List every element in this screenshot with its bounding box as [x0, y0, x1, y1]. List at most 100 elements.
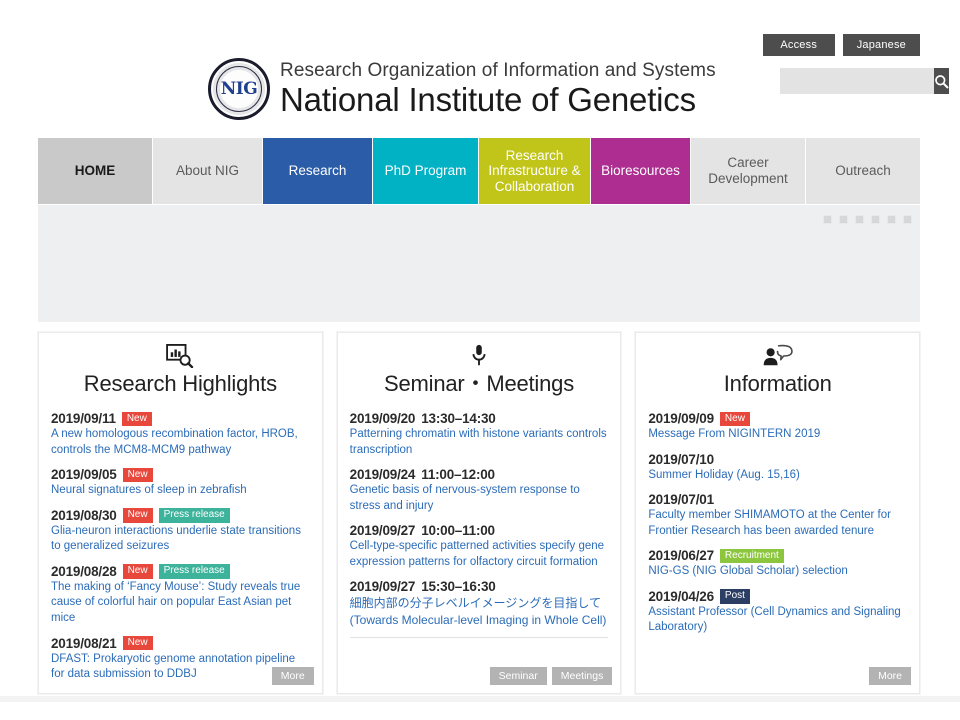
- nav-phd-program[interactable]: PhD Program: [373, 138, 479, 204]
- entry-list: 2019/09/09 New Message From NIGINTERN 2019…: [648, 411, 907, 693]
- search-box[interactable]: [780, 68, 949, 94]
- entry-title-link[interactable]: Summer Holiday (Aug. 15,16): [648, 468, 800, 481]
- nav-item-label: Bioresources: [601, 163, 680, 179]
- main-navigation: HOME About NIG Research PhD Program Research…: [38, 138, 920, 204]
- entry-title-link[interactable]: 細胞内部の分子レベルイメージングを目指して (Towards Molecular…: [349, 596, 607, 627]
- brand-block[interactable]: NIG Research Organization of Information…: [208, 58, 716, 120]
- entry-title-link[interactable]: Patterning chromatin with histone varian…: [349, 428, 607, 456]
- nav-item-label: Research Infrastructure & Collaboration: [488, 147, 581, 194]
- status-badge: Recruitment: [719, 548, 784, 564]
- slider-indicators: [823, 215, 912, 224]
- entry-title-link[interactable]: Neural signatures of sleep in zebrafish: [51, 484, 247, 497]
- entry-title-link[interactable]: NIG-GS (NIG Global Scholar) selection: [648, 565, 848, 578]
- card-footer: Seminar Meetings: [489, 667, 613, 685]
- card-footer: More: [271, 667, 314, 685]
- more-button-information[interactable]: More: [869, 667, 912, 685]
- status-badge: New: [122, 508, 153, 523]
- entry-title-link[interactable]: DFAST: Prokaryotic genome annotation pip…: [51, 652, 296, 681]
- list-item[interactable]: 2019/08/21 New DFAST: Prokaryotic genome a…: [51, 636, 310, 683]
- brand-text: Research Organization of Information and…: [280, 60, 716, 117]
- list-item[interactable]: 2019/09/05 New Neural signatures of sleep …: [51, 467, 310, 499]
- nav-item-label: Research: [288, 163, 347, 179]
- search-input[interactable]: [780, 68, 934, 94]
- card-seminar-meetings: Seminar・Meetings 2019/09/20 13:30–14:30 Pat…: [336, 332, 622, 694]
- slider-dot-3[interactable]: [855, 215, 864, 224]
- list-item[interactable]: 2019/09/20 13:30–14:30 Patterning chromati…: [350, 411, 609, 458]
- entry-title-link[interactable]: A new homologous recombination factor, H…: [51, 428, 298, 456]
- list-item[interactable]: 2019/09/24 11:00–12:00 Genetic basis of ne…: [350, 467, 609, 514]
- list-item[interactable]: 2019/08/28 New Press release The making of …: [51, 564, 310, 627]
- slider-dot-6[interactable]: [903, 215, 912, 224]
- entry-meta: 2019/09/27 10:00–11:00: [350, 523, 609, 538]
- status-badge: Press release: [158, 508, 230, 523]
- entry-time: 13:30–14:30: [421, 411, 496, 427]
- slider-dot-5[interactable]: [887, 215, 896, 224]
- entry-date: 2019/09/09: [648, 411, 714, 427]
- entry-meta: 2019/07/01: [648, 492, 907, 507]
- entry-title-link[interactable]: Assistant Professor (Cell Dynamics and S…: [648, 605, 901, 634]
- nav-career-development[interactable]: Career Development: [691, 138, 806, 204]
- entry-list: 2019/09/11 New A new homologous recombinat…: [51, 411, 310, 693]
- nav-item-label: PhD Program: [384, 163, 467, 179]
- entry-date: 2019/09/24: [349, 467, 416, 483]
- entry-meta: 2019/09/20 13:30–14:30: [350, 411, 609, 426]
- entry-title-link[interactable]: Cell-type-specific patterned activities …: [349, 540, 605, 568]
- list-item[interactable]: 2019/09/11 New A new homologous recombinat…: [51, 411, 310, 458]
- entry-time: 11:00–12:00: [421, 467, 495, 483]
- site-header: NIG Research Organization of Information…: [0, 0, 960, 138]
- nav-bioresources[interactable]: Bioresources: [591, 138, 691, 204]
- entry-meta: 2019/04/26 Post: [648, 589, 907, 604]
- nav-research-infrastructure[interactable]: Research Infrastructure & Collaboration: [479, 138, 591, 204]
- seminar-button[interactable]: Seminar: [489, 667, 547, 685]
- access-button[interactable]: Access: [762, 34, 835, 56]
- entry-date: 2019/04/26: [648, 588, 714, 604]
- entry-date: 2019/08/28: [51, 563, 117, 579]
- list-item[interactable]: 2019/07/10 Summer Holiday (Aug. 15,16): [648, 452, 907, 484]
- card-header: Information: [648, 343, 907, 403]
- nav-home[interactable]: HOME: [38, 138, 153, 204]
- utility-bar: Access Japanese: [762, 34, 920, 56]
- card-header: Research Highlights: [51, 343, 310, 403]
- more-button-research-highlights[interactable]: More: [271, 667, 314, 685]
- nav-item-label: About NIG: [175, 163, 240, 179]
- card-header: Seminar・Meetings: [350, 343, 609, 403]
- card-information: Information 2019/09/09 New Message From NIG…: [635, 332, 921, 694]
- entry-title-link[interactable]: Genetic basis of nervous-system response…: [349, 484, 580, 512]
- slider-dot-1[interactable]: [823, 215, 832, 224]
- japanese-button[interactable]: Japanese: [842, 34, 920, 56]
- slider-dot-2[interactable]: [839, 215, 848, 224]
- entry-date: 2019/07/10: [648, 451, 714, 467]
- entry-date: 2019/09/05: [51, 467, 117, 483]
- list-item[interactable]: 2019/07/01 Faculty member SHIMAMOTO at th…: [648, 492, 907, 539]
- list-item[interactable]: 2019/09/09 New Message From NIGINTERN 2019: [648, 411, 907, 443]
- list-item[interactable]: 2019/08/30 New Press release Glia-neuron in…: [51, 508, 310, 555]
- card-research-highlights: Research Highlights 2019/09/11 New A new ho…: [38, 332, 323, 694]
- meetings-button[interactable]: Meetings: [551, 667, 613, 685]
- entry-meta: 2019/08/30 New Press release: [51, 508, 310, 523]
- entry-time: 15:30–16:30: [421, 579, 496, 595]
- hero-slider[interactable]: [38, 204, 920, 322]
- entry-title-link[interactable]: The making of ‘Fancy Mouse’: Study revea…: [51, 580, 301, 624]
- list-item[interactable]: 2019/06/27 Recruitment NIG-GS (NIG Global …: [648, 548, 907, 580]
- person-speech-icon: [648, 343, 907, 369]
- list-item[interactable]: 2019/04/26 Post Assistant Professor (Cell …: [648, 589, 907, 636]
- nav-item-label: Career Development: [708, 155, 788, 186]
- entry-date: 2019/09/11: [51, 411, 116, 427]
- entry-title-link[interactable]: Message From NIGINTERN 2019: [648, 428, 821, 441]
- entry-title-link[interactable]: Glia-neuron interactions underlie state …: [51, 524, 301, 553]
- footer-strip: [0, 696, 960, 702]
- nav-about-nig[interactable]: About NIG: [153, 138, 263, 204]
- status-badge: New: [122, 635, 153, 651]
- entry-meta: 2019/09/11 New: [51, 411, 310, 426]
- entry-title-link[interactable]: Faculty member SHIMAMOTO at the Center f…: [648, 509, 891, 537]
- search-icon[interactable]: [934, 68, 949, 94]
- entry-date: 2019/09/27: [349, 579, 416, 595]
- nav-outreach[interactable]: Outreach: [806, 138, 920, 204]
- slider-dot-4[interactable]: [871, 215, 880, 224]
- entry-meta: 2019/09/27 15:30–16:30: [350, 579, 609, 594]
- list-item[interactable]: 2019/09/27 10:00–11:00 Cell-type-specific …: [350, 523, 609, 570]
- list-item[interactable]: 2019/09/27 15:30–16:30 細胞内部の分子レベルイメージングを目指…: [350, 579, 609, 627]
- entry-meta: 2019/08/28 New Press release: [51, 564, 310, 579]
- nav-research[interactable]: Research: [263, 138, 373, 204]
- card-title: Seminar・Meetings: [384, 371, 574, 396]
